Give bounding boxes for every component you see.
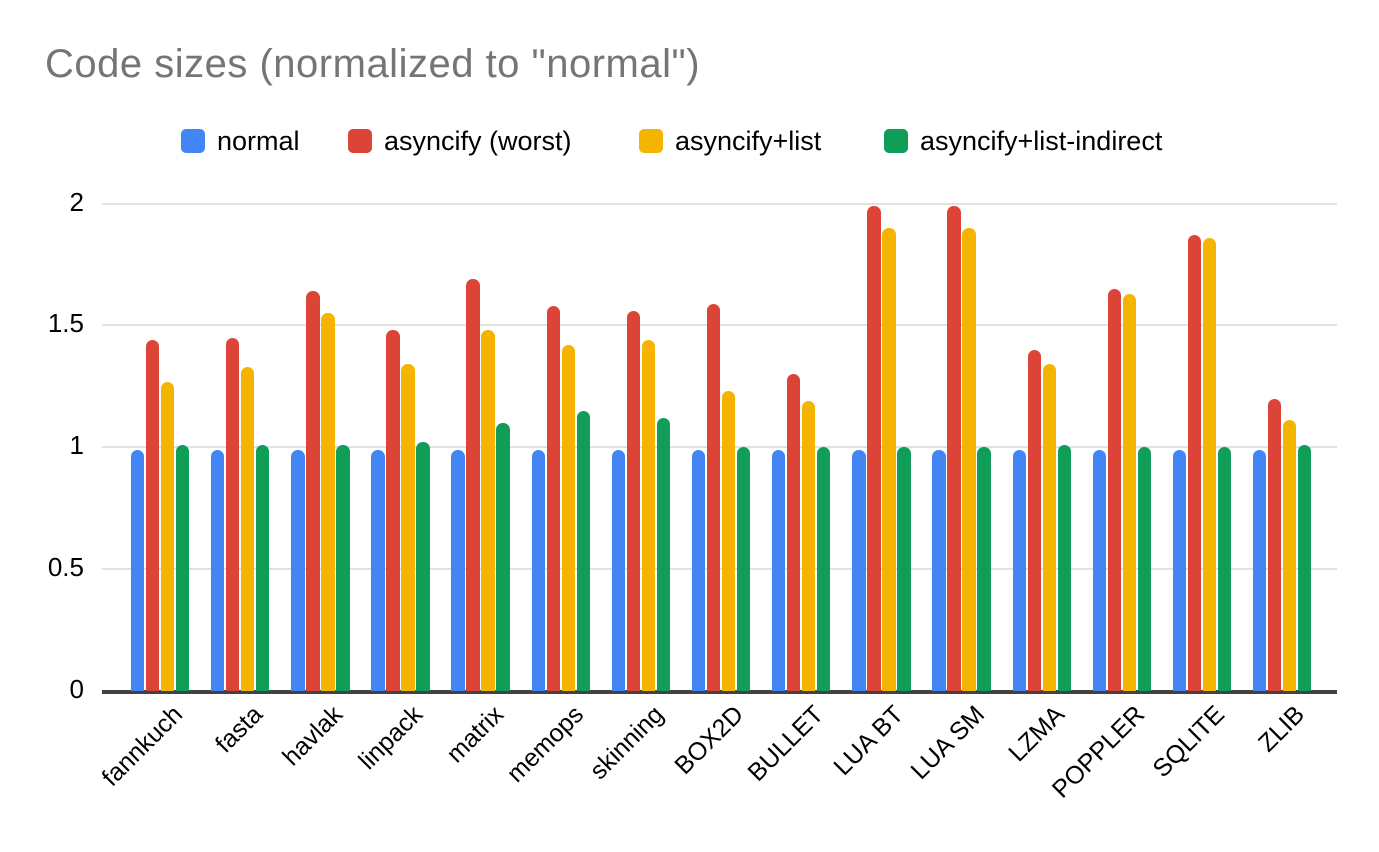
bar-normal-poppler xyxy=(1092,449,1107,691)
bar-normal-lua-bt xyxy=(852,449,866,691)
bar-asyncify-worst--lua-sm xyxy=(947,206,961,691)
gridline xyxy=(102,202,1337,205)
bar-asyncify-list-lua-bt xyxy=(882,227,896,691)
bar-asyncify-list-indirect-fasta xyxy=(255,444,270,691)
bar-asyncify-list-box2d xyxy=(721,391,736,691)
bar-normal-sqlite xyxy=(1172,449,1187,691)
legend-label: asyncify (worst) xyxy=(384,126,572,156)
bar-asyncify-worst--box2d xyxy=(706,303,721,691)
y-axis-tick-label: 0.5 xyxy=(47,552,84,583)
y-axis-tick-label: 1.5 xyxy=(47,308,84,339)
bar-asyncify-list-indirect-box2d xyxy=(736,447,751,691)
bar-normal-memops xyxy=(531,449,545,691)
bar-asyncify-list-matrix xyxy=(481,330,495,691)
legend-swatch-icon xyxy=(639,129,663,153)
y-axis-tick-label: 0 xyxy=(69,674,84,704)
legend-swatch-icon xyxy=(348,129,372,153)
bar-asyncify-worst--fannkuch xyxy=(145,340,160,691)
bar-normal-skinning xyxy=(611,449,626,691)
bar-asyncify-list-indirect-skinning xyxy=(656,418,671,691)
bar-normal-zlib xyxy=(1252,449,1267,691)
bar-asyncify-list-fannkuch xyxy=(160,381,175,691)
bar-asyncify-worst--memops xyxy=(546,305,560,691)
bar-asyncify-list-zlib xyxy=(1282,420,1297,691)
bar-asyncify-list-indirect-havlak xyxy=(336,444,350,691)
bar-asyncify-list-memops xyxy=(561,344,575,691)
bar-asyncify-list-indirect-sqlite xyxy=(1217,447,1232,691)
bar-normal-matrix xyxy=(451,449,465,691)
bar-asyncify-list-indirect-poppler xyxy=(1137,447,1152,691)
bar-normal-fannkuch xyxy=(130,449,145,691)
bar-asyncify-worst--fasta xyxy=(225,337,240,691)
bar-asyncify-list-skinning xyxy=(641,340,656,691)
bar-asyncify-list-poppler xyxy=(1122,293,1137,691)
legend-item: asyncify (worst) xyxy=(348,127,572,155)
bar-asyncify-worst--skinning xyxy=(626,310,641,691)
bar-asyncify-list-indirect-zlib xyxy=(1297,444,1312,691)
bar-normal-box2d xyxy=(691,449,706,691)
y-axis-tick-label: 1 xyxy=(69,430,84,461)
bar-asyncify-list-linpack xyxy=(401,364,415,691)
legend-label: asyncify+list-indirect xyxy=(920,126,1163,156)
bar-normal-bullet xyxy=(772,449,786,691)
chart-title: Code sizes (normalized to "normal") xyxy=(45,42,701,86)
bar-normal-fasta xyxy=(210,449,225,691)
bar-asyncify-worst--lzma xyxy=(1027,349,1041,691)
bar-asyncify-worst--matrix xyxy=(466,279,480,691)
bar-asyncify-list-indirect-memops xyxy=(576,410,590,691)
legend-label: asyncify+list xyxy=(675,126,822,156)
bar-normal-havlak xyxy=(291,449,305,691)
legend-swatch-icon xyxy=(884,129,908,153)
bar-asyncify-list-indirect-lua-sm xyxy=(977,447,991,691)
bar-asyncify-worst--lua-bt xyxy=(867,206,881,691)
bar-asyncify-list-sqlite xyxy=(1202,237,1217,691)
legend-item: normal xyxy=(181,127,300,155)
bar-asyncify-worst--linpack xyxy=(386,330,400,691)
bar-asyncify-list-lua-sm xyxy=(962,227,976,691)
bar-asyncify-worst--bullet xyxy=(787,374,801,691)
bar-asyncify-list-indirect-linpack xyxy=(416,442,430,691)
legend-swatch-icon xyxy=(181,129,205,153)
bar-asyncify-list-fasta xyxy=(240,366,255,691)
bar-asyncify-list-indirect-fannkuch xyxy=(175,444,190,691)
bar-asyncify-list-lzma xyxy=(1042,364,1056,691)
bar-asyncify-list-indirect-matrix xyxy=(496,422,510,691)
bar-asyncify-list-indirect-bullet xyxy=(817,447,831,691)
bar-normal-lua-sm xyxy=(932,449,946,691)
bar-asyncify-list-indirect-lua-bt xyxy=(897,447,911,691)
legend-item: asyncify+list-indirect xyxy=(884,127,1162,155)
x-axis-line xyxy=(102,690,1337,694)
bar-asyncify-worst--poppler xyxy=(1107,288,1122,691)
bar-normal-linpack xyxy=(371,449,385,691)
bar-asyncify-list-havlak xyxy=(321,313,335,691)
bar-asyncify-worst--havlak xyxy=(306,291,320,691)
bar-asyncify-list-bullet xyxy=(802,400,816,691)
legend-item: asyncify+list xyxy=(639,127,821,155)
bar-asyncify-list-indirect-lzma xyxy=(1057,444,1071,691)
y-axis-tick-label: 2 xyxy=(69,186,84,217)
bar-normal-lzma xyxy=(1012,449,1026,691)
legend: normal asyncify (worst) asyncify+list async… xyxy=(0,127,1379,157)
legend-label: normal xyxy=(217,126,300,156)
bar-asyncify-worst--sqlite xyxy=(1187,235,1202,691)
x-axis-category-label: fannkuch xyxy=(96,700,189,792)
bar-asyncify-worst--zlib xyxy=(1267,398,1282,691)
